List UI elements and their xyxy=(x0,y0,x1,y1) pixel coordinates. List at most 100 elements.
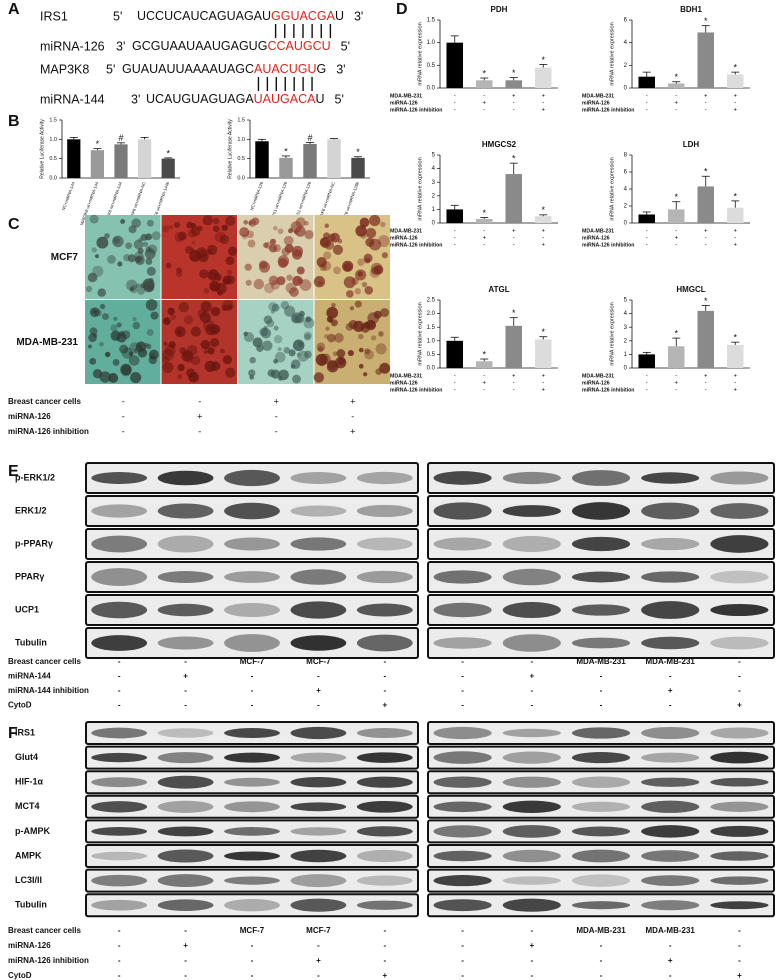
condition-label: MDA-MB-231 xyxy=(390,373,422,379)
cell xyxy=(221,304,228,311)
cell xyxy=(354,288,361,295)
condition-mark: + xyxy=(541,243,545,249)
band xyxy=(356,634,413,652)
y-axis-label: mRNA relative expression xyxy=(417,22,423,85)
sequence-end: 5' xyxy=(106,62,115,76)
cell xyxy=(99,341,104,347)
chart-title: BDH1 xyxy=(680,5,702,14)
cell xyxy=(102,313,109,321)
condition-mark: - xyxy=(669,971,672,980)
condition-mark: - xyxy=(738,956,741,965)
condition-mark: + xyxy=(183,672,188,681)
cell xyxy=(347,350,354,357)
condition-mark: + xyxy=(382,971,387,980)
condition-mark: - xyxy=(600,686,603,695)
cell xyxy=(163,317,171,326)
cell xyxy=(206,244,218,256)
cell xyxy=(364,349,374,360)
band xyxy=(433,825,492,838)
band xyxy=(571,776,631,788)
y-axis-label: Relative Luciferase Activity xyxy=(39,119,45,179)
cell xyxy=(110,330,122,341)
band xyxy=(356,504,413,518)
bar xyxy=(697,32,715,88)
blot-frame xyxy=(427,770,775,795)
condition-mark: MDA-MB-231 xyxy=(576,926,626,935)
condition-label: miRNA-126 inhibition xyxy=(582,242,634,248)
cell xyxy=(135,283,141,288)
cell xyxy=(264,241,272,249)
band xyxy=(91,874,148,887)
condition-mark: - xyxy=(705,236,707,242)
condition-mark: - xyxy=(251,686,254,695)
condition-mark: + xyxy=(350,396,355,406)
cell xyxy=(360,323,371,333)
cell xyxy=(364,286,374,295)
condition-label: MDA-MB-231 xyxy=(390,228,422,234)
cell xyxy=(291,312,303,324)
cell xyxy=(354,300,362,308)
cell xyxy=(246,230,254,239)
band xyxy=(224,727,280,739)
cell xyxy=(203,288,210,294)
band xyxy=(433,776,492,788)
band xyxy=(641,900,700,911)
condition-mark: - xyxy=(675,94,677,100)
cell xyxy=(212,217,220,225)
cell xyxy=(119,330,125,337)
significance-mark: * xyxy=(704,296,708,306)
y-tick-label: 0.5 xyxy=(427,63,436,69)
condition-mark: - xyxy=(383,672,386,681)
band xyxy=(641,472,700,484)
cell xyxy=(174,326,186,338)
y-tick-label: 1 xyxy=(624,352,628,358)
cell xyxy=(87,272,98,283)
band xyxy=(157,899,214,911)
band xyxy=(502,876,561,885)
band xyxy=(356,849,413,863)
y-tick-label: 1 xyxy=(432,207,436,213)
sequence-end: 5' xyxy=(113,9,122,23)
condition-label: miRNA-126 xyxy=(8,941,51,950)
y-tick-label: 0.0 xyxy=(237,175,245,181)
condition-mark: MCF-7 xyxy=(240,926,265,935)
y-tick-label: 2 xyxy=(432,193,436,199)
band xyxy=(290,569,347,585)
band xyxy=(157,849,214,863)
sequence-end: 5' xyxy=(341,39,350,53)
band xyxy=(290,849,347,863)
band xyxy=(433,471,492,485)
cell xyxy=(245,279,252,286)
y-tick-label: 3 xyxy=(432,180,436,186)
condition-mark: - xyxy=(646,229,648,235)
condition-mark: - xyxy=(122,411,125,421)
cell xyxy=(145,258,153,265)
band xyxy=(290,635,347,651)
cell xyxy=(99,371,111,383)
condition-mark: + xyxy=(183,941,188,950)
sequence-end: 5' xyxy=(335,92,344,106)
y-tick-label: 2 xyxy=(624,204,628,210)
condition-mark: - xyxy=(542,236,544,242)
condition-label: miRNA-126 inhibition xyxy=(8,427,89,436)
cell xyxy=(214,231,226,243)
cell xyxy=(209,284,215,290)
cell xyxy=(168,224,174,230)
cell xyxy=(276,276,286,286)
significance-mark: # xyxy=(118,133,123,143)
condition-mark: - xyxy=(600,941,603,950)
band xyxy=(641,777,700,787)
y-tick-label: 1.0 xyxy=(49,137,57,143)
cell xyxy=(173,221,181,229)
condition-mark: + xyxy=(737,701,742,710)
cell xyxy=(304,350,312,359)
cell xyxy=(380,308,390,318)
cell xyxy=(108,373,119,383)
cell xyxy=(359,217,370,228)
panel-label: E xyxy=(8,463,19,480)
y-tick-label: 0.0 xyxy=(427,86,436,92)
cell xyxy=(177,363,185,372)
bar xyxy=(534,67,552,88)
significance-mark: * xyxy=(541,205,545,215)
